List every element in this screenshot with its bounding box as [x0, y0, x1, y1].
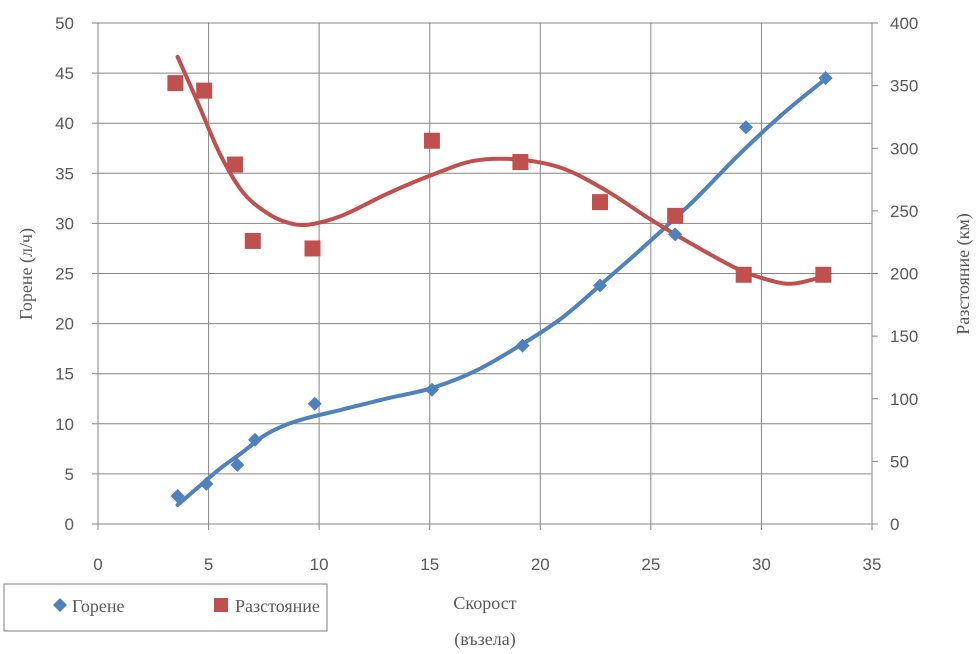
y-right-tick-label-4: 200	[890, 265, 918, 284]
y-right-tick-label-1: 50	[890, 452, 909, 471]
point-series-0-2	[230, 457, 245, 472]
y-left-tick-label-1: 5	[65, 465, 74, 484]
point-series-0-6	[515, 338, 530, 353]
y-left-axis-title: Горене (л/ч)	[16, 228, 37, 320]
y-left-tick-label-6: 30	[55, 214, 74, 233]
x-tick-label-1: 5	[204, 555, 213, 574]
trendlines	[175, 54, 830, 507]
y-left-tick-label-2: 10	[55, 415, 74, 434]
legend-square-icon	[214, 598, 228, 612]
y-left-tick-label-3: 15	[55, 365, 74, 384]
y-right-tick-label-5: 250	[890, 202, 918, 221]
y-left-tick-label-4: 20	[55, 315, 74, 334]
point-series-1-1	[196, 82, 213, 99]
point-series-0-3	[248, 432, 263, 447]
y-right-tick-label-3: 150	[890, 327, 918, 346]
point-series-0-0	[170, 488, 185, 503]
x-tick-label-3: 15	[420, 555, 439, 574]
point-series-0-9	[738, 120, 753, 135]
point-series-1-10	[815, 266, 832, 283]
x-tick-labels: 0 5 10 15 20 25 30 35	[93, 555, 881, 574]
point-series-0-8	[668, 227, 683, 242]
y-right-tick-label-2: 100	[890, 390, 918, 409]
y-right-tick-label-0: 0	[890, 515, 899, 534]
point-series-0-5	[424, 382, 439, 397]
y-left-tick-label-7: 35	[55, 164, 74, 183]
trendline-series-0	[175, 75, 830, 507]
x-axis-title-line1: Скорост	[453, 593, 516, 613]
x-axis-title-line2: (възела)	[454, 629, 515, 650]
point-series-0-4	[307, 396, 322, 411]
y-left-tick-label-8: 40	[55, 114, 74, 133]
point-series-1-7	[591, 194, 608, 211]
trendline-series-1	[175, 54, 828, 286]
gridlines	[92, 22, 878, 530]
legend-diamond-icon	[53, 598, 67, 612]
data-markers	[167, 71, 833, 503]
point-series-1-2	[227, 156, 244, 173]
y-left-tick-label-10: 50	[55, 14, 74, 33]
point-series-1-6	[512, 154, 529, 171]
point-series-1-5	[423, 132, 440, 149]
point-series-0-7	[592, 278, 607, 293]
x-tick-label-0: 0	[93, 555, 102, 574]
point-series-1-3	[244, 232, 261, 249]
y-right-tick-label-6: 300	[890, 139, 918, 158]
point-series-0-1	[199, 476, 214, 491]
point-series-0-10	[818, 71, 833, 86]
y-right-tick-label-7: 350	[890, 77, 918, 96]
y-left-tick-label-9: 45	[55, 64, 74, 83]
x-tick-label-2: 10	[310, 555, 329, 574]
x-tick-label-6: 30	[752, 555, 771, 574]
legend: Горене Разстояние	[3, 583, 328, 632]
x-tick-label-5: 25	[641, 555, 660, 574]
y-right-tick-labels: 0 50 100 150 200 250 300 350 400	[890, 14, 918, 534]
y-left-tick-labels: 0 5 10 15 20 25 30 35 40 45 50	[55, 14, 74, 534]
y-right-axis-title: Разстояние (км)	[953, 213, 974, 335]
x-tick-label-7: 35	[863, 555, 882, 574]
point-series-1-0	[167, 75, 184, 92]
y-right-tick-label-8: 400	[890, 14, 918, 33]
legend-label-gorene: Горене	[72, 596, 124, 616]
point-series-1-9	[735, 266, 752, 283]
y-left-tick-label-0: 0	[65, 515, 74, 534]
x-tick-label-4: 20	[531, 555, 550, 574]
legend-label-razstoyanie: Разстояние	[235, 596, 320, 616]
point-series-1-8	[667, 207, 684, 224]
y-left-tick-label-5: 25	[55, 265, 74, 284]
point-series-1-4	[304, 240, 321, 257]
